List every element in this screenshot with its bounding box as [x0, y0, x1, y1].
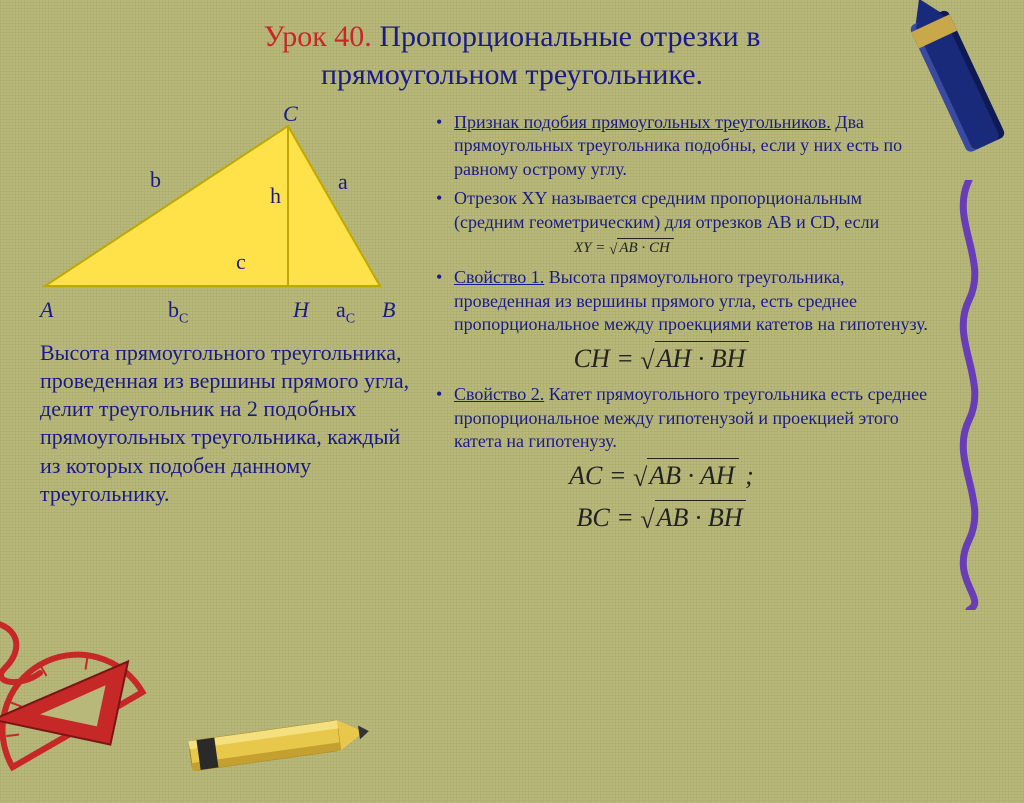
label-b: b — [150, 167, 161, 193]
label-c: c — [236, 249, 246, 275]
left-description: Высота прямоугольного треугольника, пров… — [40, 339, 420, 508]
right-bullets: Признак подобия прямоугольных треугольни… — [430, 111, 984, 543]
label-bc: bC — [168, 297, 188, 327]
label-h: h — [270, 183, 281, 209]
formula-bc: BC = √AB · BH — [454, 500, 929, 535]
label-a: a — [338, 169, 348, 195]
label-ac: aC — [336, 297, 355, 327]
formula-xy: XY = √AB · CH — [454, 238, 929, 259]
triangle-diagram: A B C H b a h c bC aC — [40, 111, 400, 321]
bullet-similarity-criterion: Признак подобия прямоугольных треугольни… — [430, 111, 929, 181]
bullet-mean-proportional: Отрезок XY называется средним пропорцион… — [430, 187, 929, 258]
formula-ch: CH = √AH · BH — [454, 341, 929, 376]
bullet-property-2: Свойство 2. Катет прямоугольного треугол… — [430, 383, 929, 535]
label-C: C — [283, 101, 298, 127]
triangle-tool-decoration-icon — [0, 638, 130, 748]
property1-heading: Свойство 1. — [454, 267, 544, 287]
criterion-heading: Признак подобия прямоугольных треугольни… — [454, 112, 831, 132]
label-B: B — [382, 297, 395, 323]
topic-line-1: Пропорциональные отрезки в — [379, 20, 760, 53]
label-H: H — [293, 297, 309, 323]
slide-title: Урок 40. Пропорциональные отрезки в прям… — [40, 18, 984, 93]
protractor-decoration-icon — [0, 613, 160, 803]
lesson-number: Урок 40. — [264, 20, 372, 53]
property2-heading: Свойство 2. — [454, 384, 544, 404]
crayon-yellow-decoration-icon — [170, 716, 370, 776]
topic-line-2: прямоугольном треугольнике. — [321, 58, 703, 91]
bullet-property-1: Свойство 1. Высота прямоугольного треуго… — [430, 266, 929, 375]
label-A: A — [40, 297, 53, 323]
formula-ac: AC = √AB · AH ; — [454, 458, 929, 493]
